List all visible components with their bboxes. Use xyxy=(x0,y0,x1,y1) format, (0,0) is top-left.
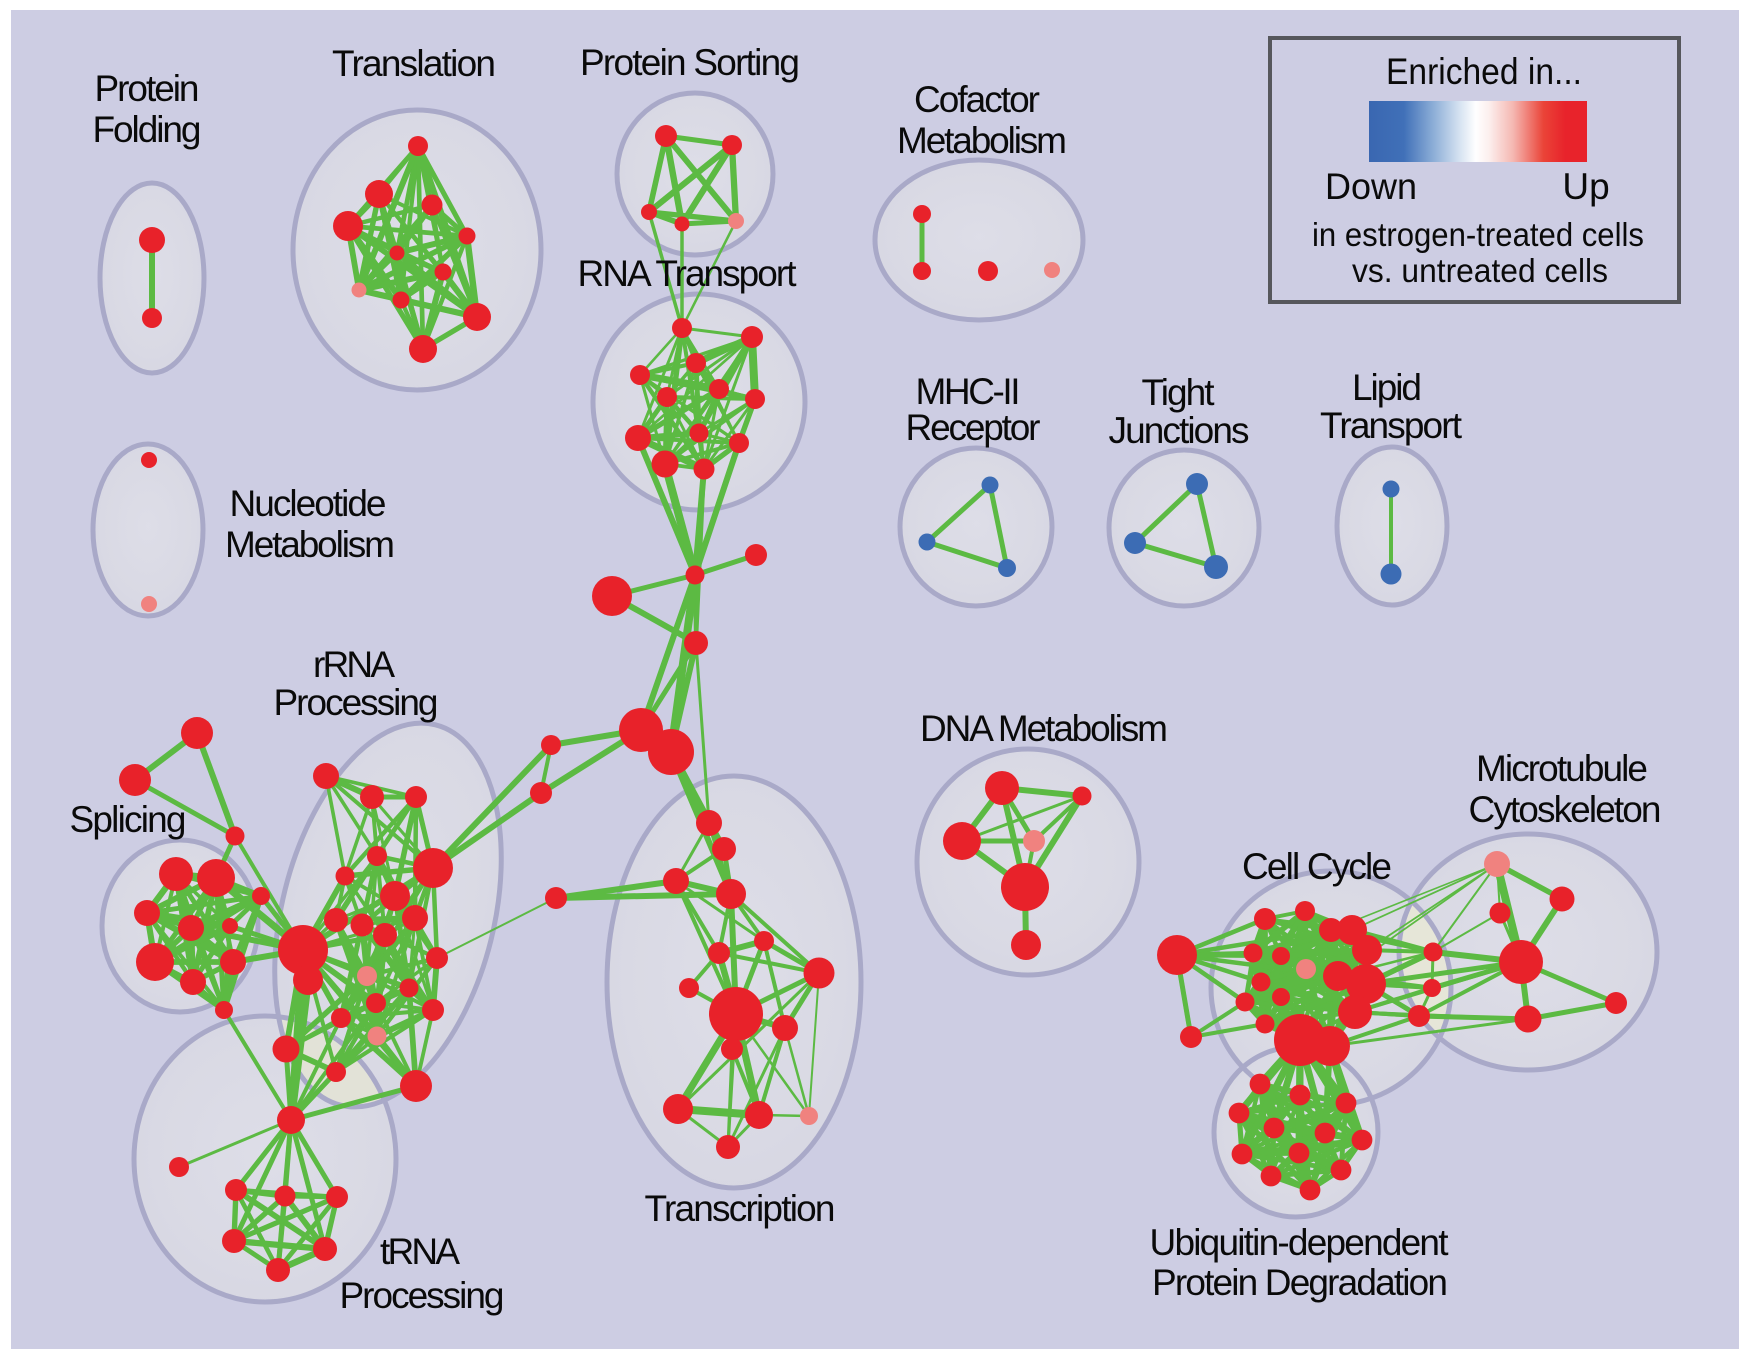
svg-text:in estrogen-treated cells: in estrogen-treated cells xyxy=(1312,216,1644,253)
svg-text:Enriched in...: Enriched in... xyxy=(1386,51,1582,92)
svg-text:Splicing: Splicing xyxy=(70,799,187,840)
svg-text:DNA Metabolism: DNA Metabolism xyxy=(920,708,1168,749)
svg-text:Junctions: Junctions xyxy=(1109,410,1250,451)
svg-text:Receptor: Receptor xyxy=(906,407,1041,448)
svg-text:Metabolism: Metabolism xyxy=(897,120,1067,161)
svg-text:Cell Cycle: Cell Cycle xyxy=(1242,846,1392,887)
svg-text:Nucleotide: Nucleotide xyxy=(230,483,387,524)
svg-text:Protein Degradation: Protein Degradation xyxy=(1152,1262,1448,1303)
svg-text:Transport: Transport xyxy=(1320,405,1463,446)
svg-text:Lipid: Lipid xyxy=(1352,367,1422,408)
svg-text:tRNA: tRNA xyxy=(380,1231,460,1272)
svg-text:vs. untreated cells: vs. untreated cells xyxy=(1352,252,1608,289)
svg-text:Translation: Translation xyxy=(332,43,496,84)
svg-text:Transcription: Transcription xyxy=(645,1188,836,1229)
svg-text:Down: Down xyxy=(1325,166,1417,207)
svg-text:Folding: Folding xyxy=(93,109,202,150)
svg-text:Up: Up xyxy=(1562,166,1609,207)
svg-text:Metabolism: Metabolism xyxy=(225,524,395,565)
svg-text:rRNA: rRNA xyxy=(313,644,395,685)
svg-text:Protein Sorting: Protein Sorting xyxy=(580,42,800,83)
svg-text:Cofactor: Cofactor xyxy=(914,79,1040,120)
svg-text:Processing: Processing xyxy=(274,682,439,723)
svg-text:MHC-II: MHC-II xyxy=(916,371,1021,412)
svg-text:Protein: Protein xyxy=(95,68,200,109)
svg-text:Microtubule: Microtubule xyxy=(1476,748,1648,789)
svg-text:Tight: Tight xyxy=(1142,372,1216,413)
svg-text:Cytoskeleton: Cytoskeleton xyxy=(1469,789,1662,830)
svg-text:RNA Transport: RNA Transport xyxy=(578,253,798,294)
svg-text:Ubiquitin-dependent: Ubiquitin-dependent xyxy=(1150,1222,1450,1263)
svg-text:Processing: Processing xyxy=(340,1275,505,1316)
